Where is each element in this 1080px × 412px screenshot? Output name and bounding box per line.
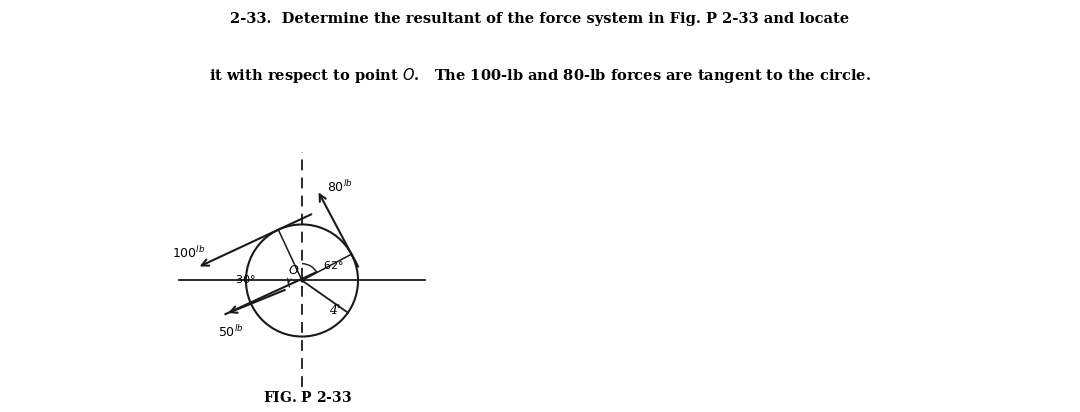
Text: 2-33.  Determine the resultant of the force system in Fig. P 2-33 and locate: 2-33. Determine the resultant of the for…: [230, 12, 850, 26]
Text: $50^{lb}$: $50^{lb}$: [218, 324, 244, 340]
Text: $30°$: $30°$: [235, 273, 256, 285]
Text: $80^{lb}$: $80^{lb}$: [327, 179, 353, 195]
Text: $62°$: $62°$: [323, 259, 343, 271]
Text: it with respect to point $O$.   The 100-lb and 80-lb forces are tangent to the c: it with respect to point $O$. The 100-lb…: [208, 66, 872, 85]
Text: 4': 4': [329, 304, 340, 317]
Text: $O$: $O$: [288, 264, 300, 276]
Text: $100^{lb}$: $100^{lb}$: [172, 245, 205, 261]
Text: F$\mathregular{IG}$. P 2-33: F$\mathregular{IG}$. P 2-33: [264, 390, 352, 405]
